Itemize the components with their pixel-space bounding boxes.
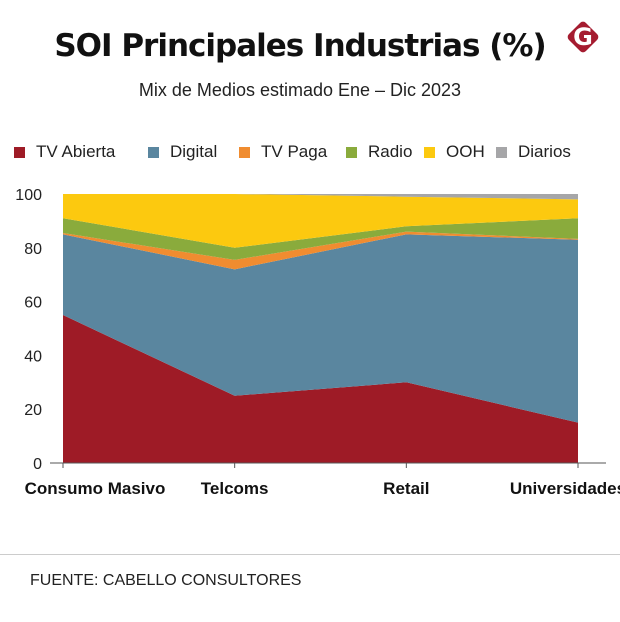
x-tick-label: Universidades [510,479,620,498]
legend-label-5: Diarios [518,142,571,161]
chart-subtitle: Mix de Medios estimado Ene – Dic 2023 [138,80,462,100]
legend-swatch-0 [14,147,25,158]
legend-swatch-3 [346,147,357,158]
y-tick-label: 60 [24,295,42,312]
legend-label-3: Radio [368,142,413,161]
y-tick-label: 80 [24,241,42,258]
stacked-area-chart: Consumo Masivo Telcoms Retail Universidades… [15,187,620,498]
source-note: FUENTE: CABELLO CONSULTORES [30,572,302,589]
brand-logo: G [567,21,599,53]
legend-label-1: Digital [170,142,218,161]
legend-label-2: TV Paga [261,142,328,161]
divider [0,554,620,555]
legend-swatch-4 [424,147,435,158]
area-series-ooh [63,194,578,248]
x-tick-label: Retail [383,479,429,498]
y-tick-label: 20 [24,402,42,419]
y-tick-label: 0 [33,456,42,473]
legend-label-4: OOH [446,142,485,161]
y-tick-label: 100 [15,187,42,204]
legend-swatch-2 [239,147,250,158]
chart-title: SOI Principales Industrias (%) [54,28,546,64]
area-series-tv-paga [63,231,578,270]
area-series-digital [63,234,578,423]
legend-swatch-1 [148,147,159,158]
area-series-radio [63,218,578,260]
legend-label-0: TV Abierta [36,142,116,161]
y-tick-label: 40 [24,348,42,365]
svg-text:G: G [573,23,593,51]
area-series-tv-abierta [63,315,578,463]
legend-swatch-5 [496,147,507,158]
x-tick-label: Telcoms [201,479,269,498]
area-series-diarios [63,194,578,200]
x-tick-label: Consumo Masivo [25,479,166,498]
